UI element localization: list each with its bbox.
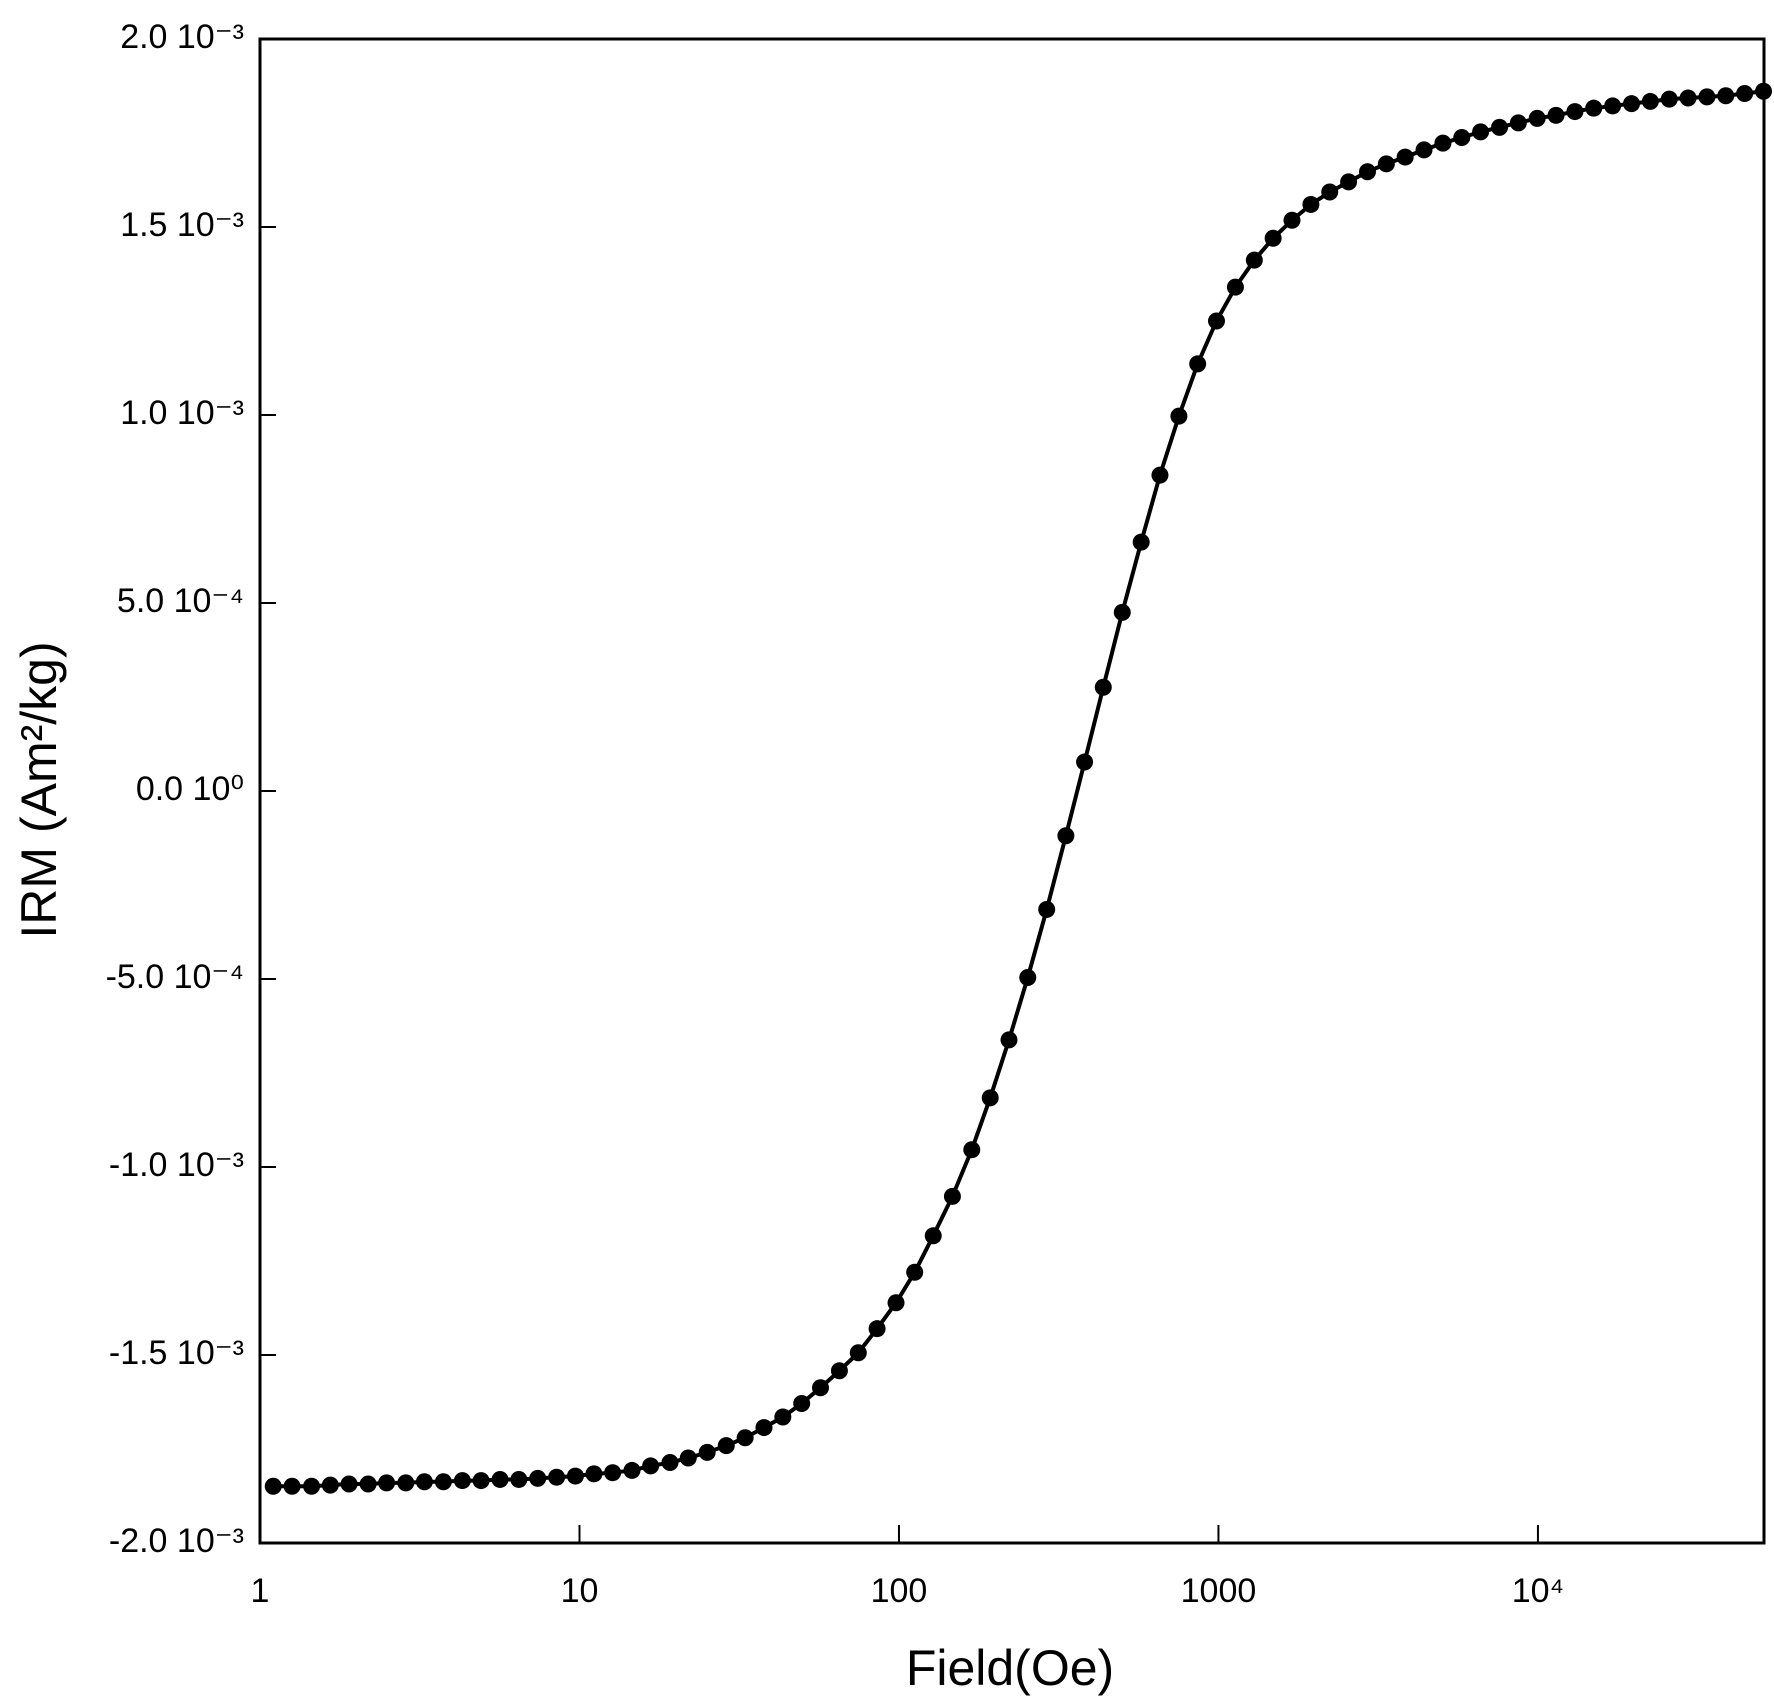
data-point (359, 1475, 377, 1493)
data-point (963, 1141, 981, 1159)
data-point (529, 1469, 547, 1487)
x-tick-label: 1 (251, 1572, 270, 1610)
data-point (566, 1467, 584, 1485)
data-point (1038, 900, 1056, 918)
data-point (1547, 106, 1565, 124)
data-point (1641, 92, 1659, 110)
y-tick-label: 1.5 10⁻³ (120, 206, 244, 244)
data-point (943, 1187, 961, 1205)
x-tick-label: 100 (871, 1572, 928, 1610)
data-point (548, 1468, 566, 1486)
data-point (924, 1227, 942, 1245)
data-point (378, 1474, 396, 1492)
data-point (981, 1089, 999, 1107)
data-point (868, 1320, 886, 1338)
data-point (397, 1474, 415, 1492)
data-point (1585, 99, 1603, 117)
data-point (1151, 466, 1169, 484)
x-tick-label: 10 (561, 1572, 599, 1610)
data-point (1208, 312, 1225, 330)
y-axis-label: IRM (Am²/kg) (11, 641, 67, 938)
data-point (679, 1449, 697, 1467)
data-point (1094, 678, 1112, 696)
data-point (736, 1429, 754, 1447)
data-point (1396, 148, 1414, 166)
data-point (491, 1470, 509, 1488)
data-point (264, 1477, 282, 1495)
data-point (1679, 89, 1697, 107)
data-point (303, 1477, 321, 1495)
data-point (1660, 90, 1678, 108)
data-point (661, 1454, 679, 1472)
data-point (472, 1472, 490, 1490)
data-point (1170, 407, 1188, 425)
y-tick-label: -1.0 10⁻³ (109, 1146, 244, 1184)
data-point (1415, 141, 1433, 159)
data-point (1132, 533, 1150, 551)
y-tick-label: 0.0 10⁰ (136, 770, 244, 808)
plot-frame (258, 37, 1766, 1545)
data-point (1283, 211, 1301, 229)
data-point (755, 1419, 773, 1437)
data-point (811, 1379, 829, 1397)
data-point (793, 1395, 811, 1413)
data-point (1076, 753, 1094, 771)
data-point (1057, 827, 1075, 845)
data-point (1245, 251, 1263, 269)
data-point (1377, 155, 1395, 173)
data-point (510, 1470, 528, 1488)
data-point (283, 1477, 301, 1495)
data-point (642, 1457, 660, 1475)
data-point (340, 1475, 358, 1493)
x-tick-label: 1000 (1181, 1572, 1257, 1610)
data-point (1453, 129, 1471, 147)
data-point (717, 1437, 735, 1455)
data-point (774, 1408, 792, 1426)
data-point (1604, 97, 1622, 115)
data-point (1490, 118, 1508, 136)
data-point (906, 1263, 924, 1281)
data-point (604, 1464, 622, 1482)
y-tick-label: -1.5 10⁻³ (109, 1334, 244, 1372)
data-point (1302, 195, 1320, 213)
data-point (830, 1362, 848, 1380)
data-point (1340, 173, 1358, 191)
x-axis-label: Field(Oe) (906, 1640, 1114, 1696)
data-point (849, 1344, 867, 1362)
y-tick-label: 2.0 10⁻³ (120, 18, 244, 56)
data-point (434, 1473, 452, 1491)
data-point (1736, 85, 1754, 103)
data-point (1755, 82, 1773, 100)
y-tick-label: -5.0 10⁻⁴ (106, 958, 244, 996)
data-point (1189, 355, 1207, 373)
data-point (1321, 183, 1339, 201)
data-point (1528, 109, 1546, 127)
data-point (321, 1476, 339, 1494)
data-point (585, 1465, 603, 1483)
data-point (415, 1473, 433, 1491)
data-point (1000, 1031, 1018, 1049)
data-point (1358, 163, 1376, 181)
data-point (1434, 134, 1452, 152)
y-tick-label: 5.0 10⁻⁴ (117, 582, 244, 620)
data-point (887, 1294, 905, 1312)
data-point (1472, 123, 1490, 141)
data-point (1623, 95, 1641, 113)
x-tick-label: 10⁴ (1512, 1572, 1564, 1610)
data-point (1226, 278, 1244, 296)
y-tick-label: -2.0 10⁻³ (109, 1522, 244, 1560)
data-line (273, 89, 1764, 1489)
data-point (1717, 87, 1735, 105)
y-tick-label: 1.0 10⁻³ (120, 394, 244, 432)
data-point (623, 1461, 641, 1479)
data-point (453, 1472, 471, 1490)
data-point (1019, 968, 1037, 986)
data-point (1264, 229, 1282, 247)
data-point (1698, 88, 1716, 106)
data-point (698, 1443, 716, 1461)
data-point (1566, 103, 1584, 121)
data-point (1509, 114, 1527, 132)
data-point (1113, 603, 1131, 621)
